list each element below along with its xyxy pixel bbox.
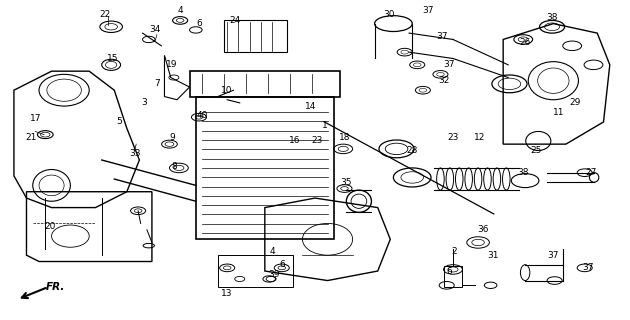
Text: 32: 32 xyxy=(438,76,449,85)
Text: 36: 36 xyxy=(478,225,489,234)
Text: 16: 16 xyxy=(289,136,300,146)
Text: 23: 23 xyxy=(311,136,323,146)
Text: 4: 4 xyxy=(270,247,275,257)
Text: 13: 13 xyxy=(221,289,233,298)
Text: 37: 37 xyxy=(422,6,433,15)
Text: 29: 29 xyxy=(570,99,581,108)
Text: 19: 19 xyxy=(166,60,178,69)
Text: 18: 18 xyxy=(340,133,351,142)
Text: FR.: FR. xyxy=(45,282,65,292)
Text: 15: 15 xyxy=(106,54,118,63)
Text: 7: 7 xyxy=(154,79,160,88)
Text: 25: 25 xyxy=(530,146,542,155)
Text: 4: 4 xyxy=(178,6,183,15)
Text: 37: 37 xyxy=(583,263,594,272)
Text: 20: 20 xyxy=(45,222,56,231)
Text: 26: 26 xyxy=(519,38,531,47)
Text: 8: 8 xyxy=(171,162,177,171)
Text: 37: 37 xyxy=(547,251,559,260)
Text: 21: 21 xyxy=(26,133,37,142)
Bar xyxy=(218,255,293,287)
Text: 34: 34 xyxy=(149,25,161,35)
Text: 37: 37 xyxy=(444,60,455,69)
Bar xyxy=(444,266,462,287)
Text: 35: 35 xyxy=(341,178,352,187)
Text: 24: 24 xyxy=(229,16,240,25)
Text: 12: 12 xyxy=(474,133,486,142)
Text: 6: 6 xyxy=(196,19,202,28)
Text: 3: 3 xyxy=(142,99,147,108)
Text: 23: 23 xyxy=(447,133,459,142)
Bar xyxy=(190,71,340,97)
Text: 27: 27 xyxy=(585,168,597,177)
Text: 1: 1 xyxy=(322,121,328,130)
Text: 6: 6 xyxy=(446,267,452,276)
Text: 30: 30 xyxy=(383,10,395,19)
Text: 31: 31 xyxy=(488,251,499,260)
Text: 40: 40 xyxy=(197,111,208,120)
Text: 17: 17 xyxy=(30,114,42,123)
Text: 33: 33 xyxy=(129,149,140,158)
Bar xyxy=(196,97,334,239)
Text: 39: 39 xyxy=(268,270,279,279)
Text: 37: 37 xyxy=(437,32,448,41)
Text: 14: 14 xyxy=(305,101,316,111)
Text: 5: 5 xyxy=(116,117,122,126)
Text: 6: 6 xyxy=(279,260,285,269)
Text: 11: 11 xyxy=(553,108,564,117)
Text: 38: 38 xyxy=(546,13,558,22)
Text: 10: 10 xyxy=(221,86,233,95)
Text: 22: 22 xyxy=(100,10,110,19)
Text: 38: 38 xyxy=(517,168,529,177)
Text: 2: 2 xyxy=(452,247,457,257)
Bar xyxy=(224,20,287,52)
Text: 9: 9 xyxy=(169,133,175,142)
Text: 28: 28 xyxy=(406,146,418,155)
